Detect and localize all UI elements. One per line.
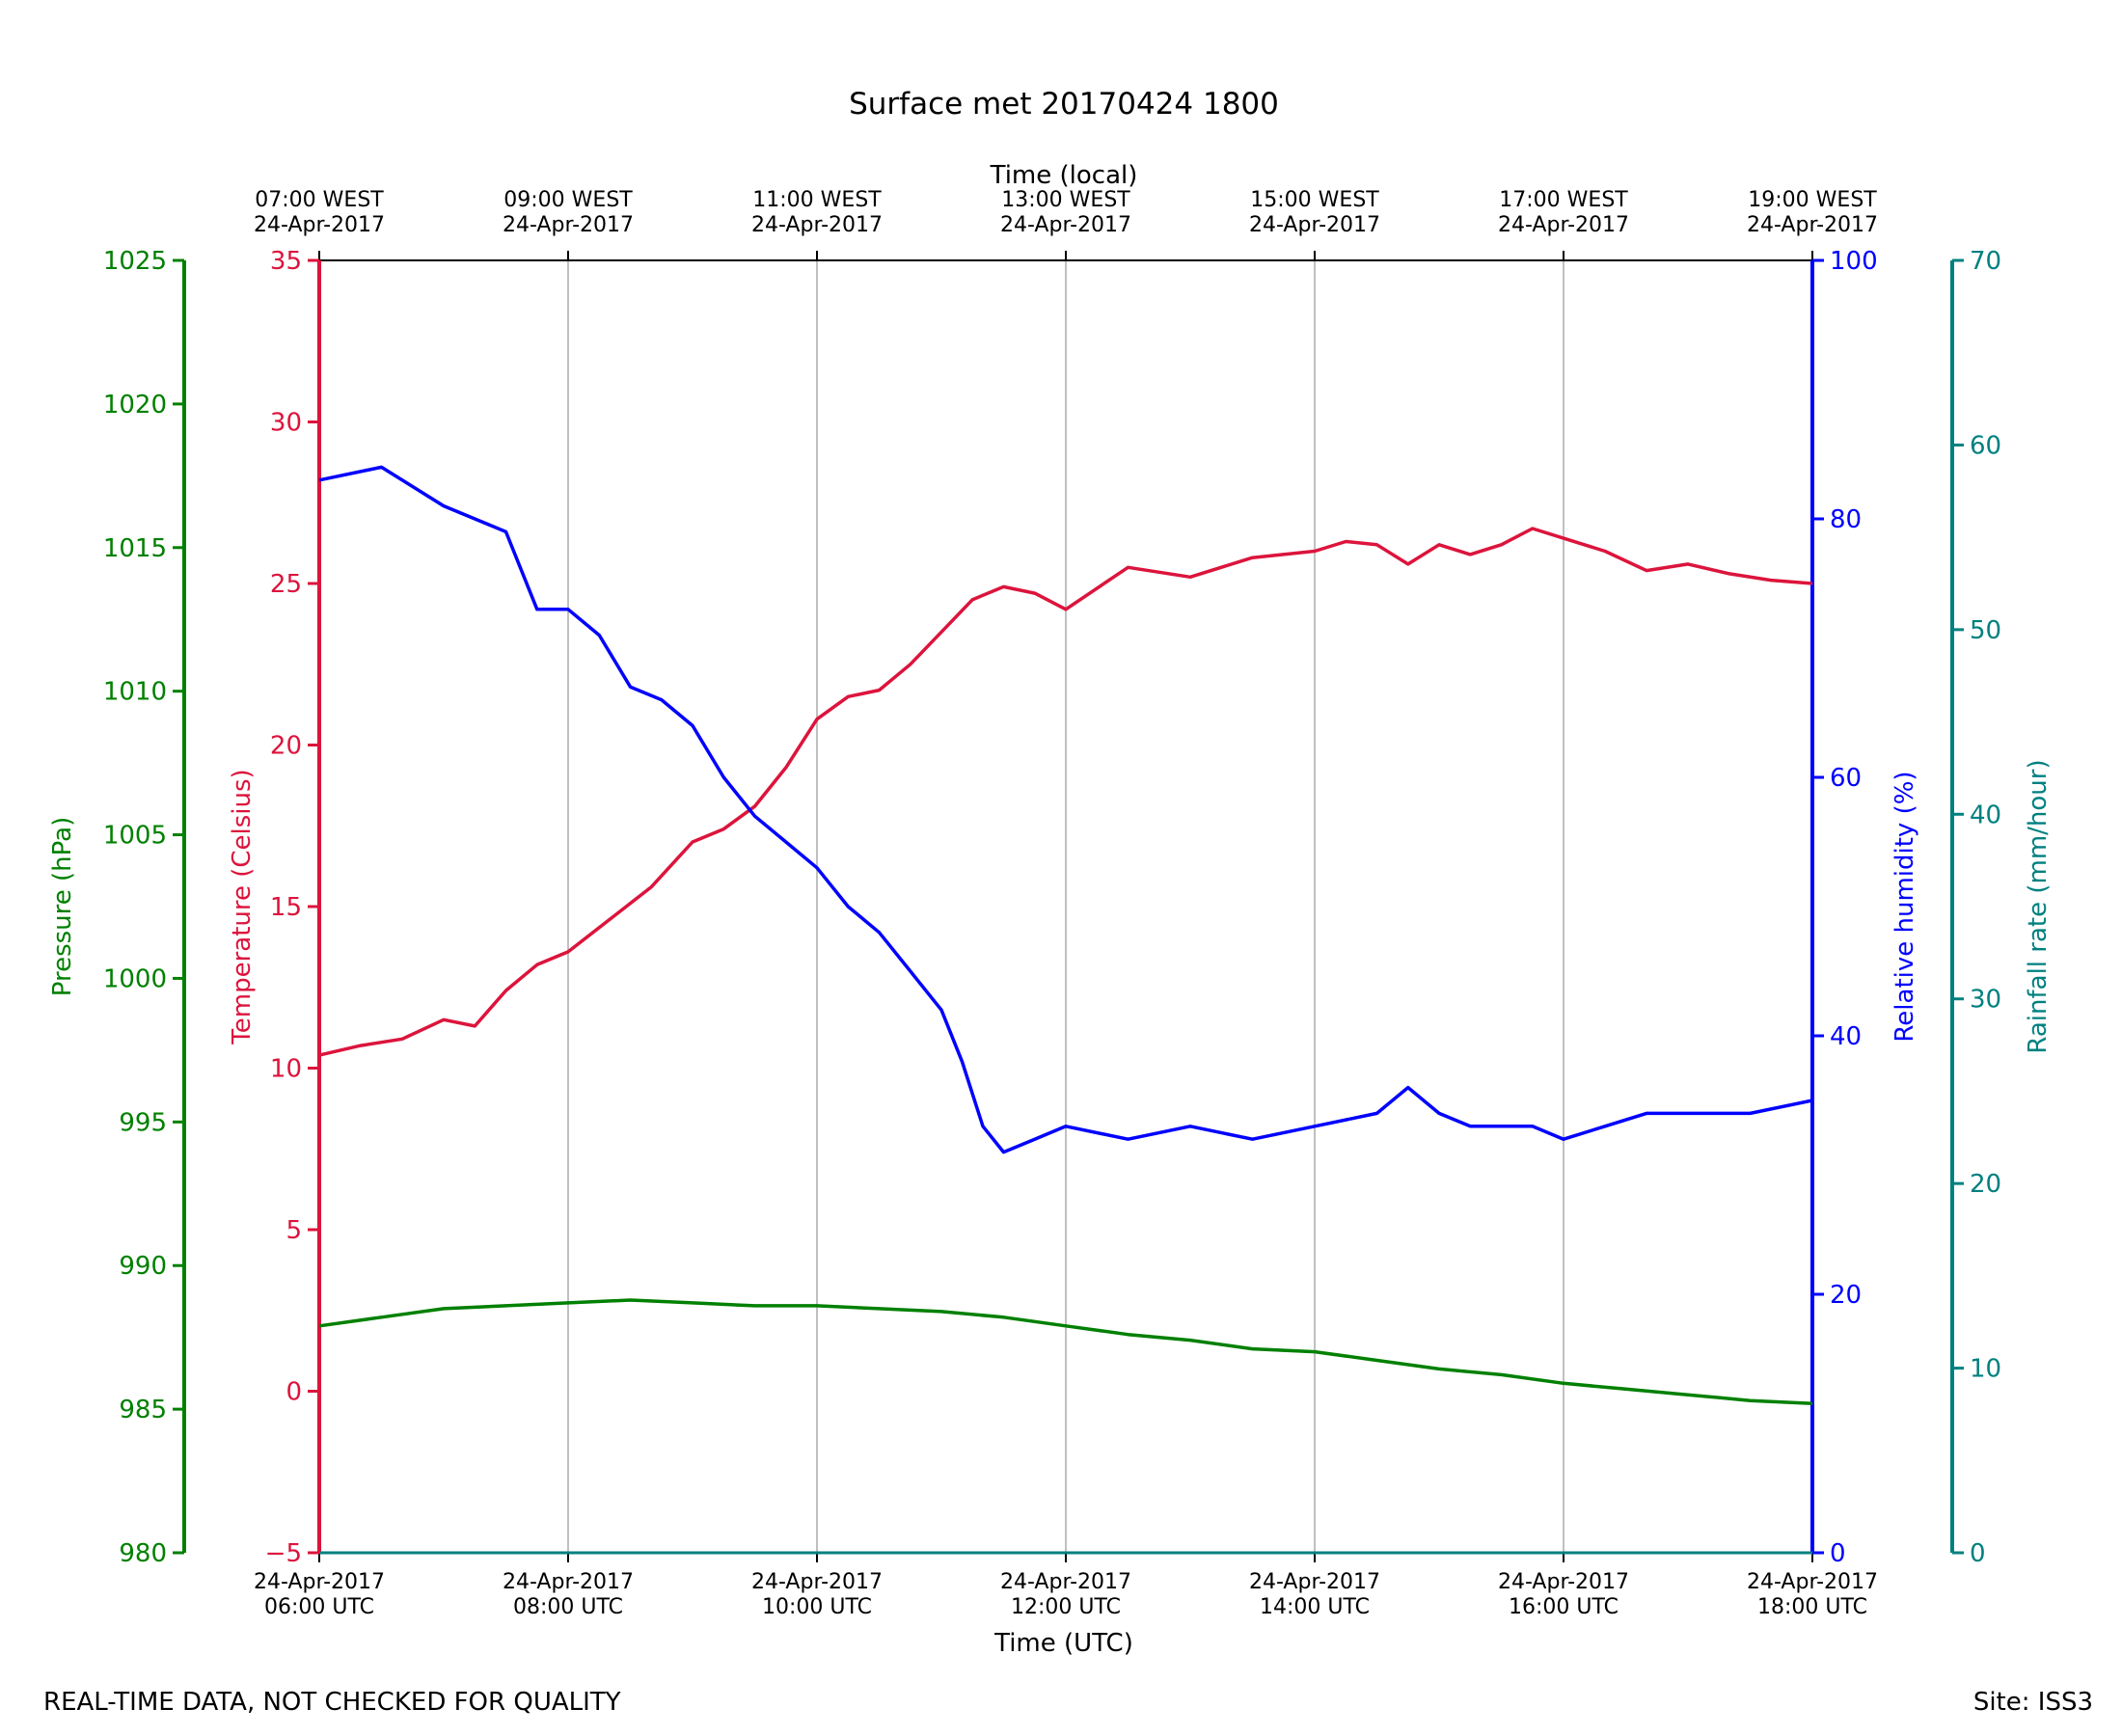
bottom-axis-label: Time (UTC) [993,1629,1133,1658]
footer-site: Site: ISS3 [1973,1688,2093,1717]
top-tick-label: 24-Apr-2017 [1249,213,1380,237]
top-tick-label: 17:00 WEST [1499,188,1628,212]
top-tick-label: 24-Apr-2017 [1000,213,1131,237]
temperature-series-line [318,527,1813,1057]
pressure-tick-label: 1000 [103,964,167,993]
humidity-tick-label: 60 [1830,764,1862,793]
top-tick-label: 24-Apr-2017 [1747,213,1878,237]
footer-disclaimer: REAL-TIME DATA, NOT CHECKED FOR QUALITY [43,1688,621,1717]
x-tick-label: 14:00 UTC [1260,1595,1370,1619]
top-tick-label: 09:00 WEST [503,188,633,212]
top-tick-label: 13:00 WEST [1001,188,1130,212]
x-tick-label: 24-Apr-2017 [1249,1570,1380,1594]
humidity-tick-label: 100 [1830,247,1878,276]
x-tick-label: 12:00 UTC [1011,1595,1121,1619]
pressure-tick-label: 1010 [103,678,167,707]
top-tick-label: 24-Apr-2017 [254,213,385,237]
x-tick-label: 16:00 UTC [1509,1595,1619,1619]
x-tick-label: 24-Apr-2017 [1000,1570,1131,1594]
x-tick-label: 24-Apr-2017 [751,1570,883,1594]
pressure-tick-label: 990 [119,1252,167,1281]
rainfall-tick-label: 10 [1970,1355,2001,1384]
rainfall-tick-label: 30 [1970,986,2001,1015]
rainfall-tick-label: 40 [1970,800,2001,829]
pressure-tick-label: 980 [119,1539,167,1568]
pressure-tick-label: 995 [119,1108,167,1137]
rainfall-axis-label: Rainfall rate (mm/hour) [2024,759,2053,1053]
x-tick-label: 18:00 UTC [1757,1595,1867,1619]
top-tick-label: 07:00 WEST [255,188,384,212]
humidity-series-line [318,465,1813,1154]
x-tick-label: 24-Apr-2017 [503,1570,634,1594]
temperature-tick-label: 25 [270,570,302,599]
pressure-tick-label: 985 [119,1396,167,1424]
rainfall-tick-label: 70 [1970,247,2001,276]
temperature-tick-label: −5 [265,1539,302,1568]
temperature-axis-label: Temperature (Celsius) [228,769,257,1044]
top-tick-label: 24-Apr-2017 [1498,213,1629,237]
x-tick-label: 08:00 UTC [513,1595,623,1619]
pressure-tick-label: 1005 [103,822,167,851]
chart-title: Surface met 20170424 1800 [849,87,1279,122]
pressure-tick-label: 1020 [103,391,167,420]
top-tick-label: 15:00 WEST [1250,188,1379,212]
top-tick-label: 19:00 WEST [1748,188,1877,212]
humidity-tick-label: 80 [1830,505,1862,534]
x-tick-label: 24-Apr-2017 [1747,1570,1878,1594]
temperature-tick-label: 30 [270,409,302,438]
x-tick-label: 06:00 UTC [264,1595,374,1619]
temperature-tick-label: 10 [270,1055,302,1084]
top-tick-label: 24-Apr-2017 [503,213,634,237]
humidity-tick-label: 20 [1830,1281,1862,1310]
rainfall-tick-label: 60 [1970,431,2001,460]
humidity-tick-label: 0 [1830,1539,1846,1568]
x-tick-label: 24-Apr-2017 [1498,1570,1629,1594]
humidity-axis-label: Relative humidity (%) [1891,771,1919,1042]
temperature-tick-label: 15 [270,893,302,922]
temperature-tick-label: 35 [270,247,302,276]
rainfall-tick-label: 0 [1970,1539,1986,1568]
rainfall-tick-label: 50 [1970,616,2001,645]
pressure-series-line [318,1298,1813,1405]
temperature-tick-label: 0 [286,1378,302,1407]
x-tick-label: 10:00 UTC [762,1595,872,1619]
humidity-tick-label: 40 [1830,1022,1862,1051]
x-tick-label: 24-Apr-2017 [254,1570,385,1594]
rainfall-tick-label: 20 [1970,1170,2001,1199]
pressure-axis-label: Pressure (hPa) [48,817,77,997]
pressure-tick-label: 1025 [103,247,167,276]
top-tick-label: 24-Apr-2017 [751,213,883,237]
pressure-tick-label: 1015 [103,534,167,563]
temperature-tick-label: 20 [270,732,302,761]
top-axis-label: Time (local) [990,161,1138,190]
temperature-tick-label: 5 [286,1216,302,1245]
top-tick-label: 11:00 WEST [752,188,882,212]
